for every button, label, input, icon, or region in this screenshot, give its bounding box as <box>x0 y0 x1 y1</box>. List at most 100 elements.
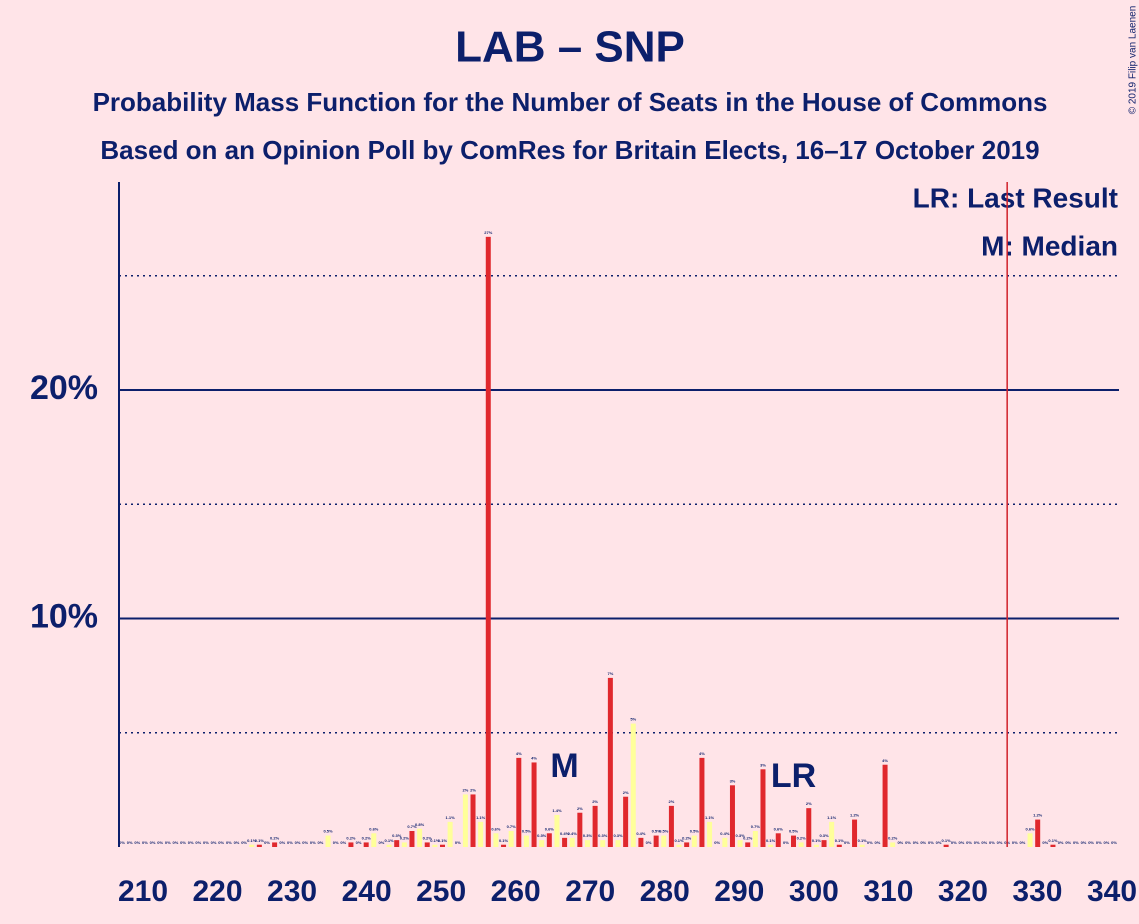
bar <box>447 821 453 847</box>
value-label: 0.1% <box>835 838 845 843</box>
value-label: 0.3% <box>598 833 608 838</box>
bar <box>859 844 865 847</box>
value-label: 0% <box>302 840 308 845</box>
value-label: 0.3% <box>613 833 623 838</box>
bar <box>272 842 278 847</box>
bar <box>401 842 407 847</box>
bar <box>249 844 255 847</box>
value-label: 0% <box>287 840 293 845</box>
bar <box>1035 819 1041 847</box>
bar <box>508 831 514 847</box>
value-label: 0.4% <box>560 831 570 836</box>
bar <box>852 819 858 847</box>
bar <box>470 794 476 847</box>
bar <box>531 762 537 847</box>
value-label: 0.2% <box>888 835 898 840</box>
value-label: 0% <box>951 840 957 845</box>
x-tick-label: 280 <box>640 875 690 908</box>
bar <box>775 833 781 847</box>
bar <box>523 835 529 847</box>
value-label: 0% <box>1012 840 1018 845</box>
value-label: 2% <box>462 788 468 793</box>
bar <box>661 835 667 847</box>
bar <box>569 837 575 847</box>
value-label: 0.6% <box>1025 826 1035 831</box>
bar <box>363 842 369 847</box>
x-tick-label: 250 <box>416 875 466 908</box>
bar <box>546 833 552 847</box>
value-label: 0.5% <box>659 829 669 834</box>
bar <box>798 842 804 847</box>
bar <box>256 844 262 847</box>
value-label: 0% <box>1103 840 1109 845</box>
x-tick-label: 230 <box>267 875 317 908</box>
value-label: 5% <box>630 717 636 722</box>
value-label: 0% <box>264 840 270 845</box>
value-label: 0.2% <box>346 835 356 840</box>
value-label: 0% <box>119 840 125 845</box>
x-tick-label: 260 <box>491 875 541 908</box>
bar <box>768 844 774 847</box>
value-label: 0% <box>134 840 140 845</box>
chart-title: LAB – SNP <box>455 23 685 72</box>
bar <box>684 842 690 847</box>
value-label: 0% <box>318 840 324 845</box>
annotation: M <box>550 747 578 785</box>
value-label: 0% <box>913 840 919 845</box>
value-label: 0% <box>150 840 156 845</box>
value-label: 0% <box>211 840 217 845</box>
value-label: 0% <box>165 840 171 845</box>
bar <box>409 831 415 847</box>
value-label: 1.2% <box>1033 813 1043 818</box>
value-label: 0% <box>356 840 362 845</box>
bar <box>493 833 499 847</box>
value-label: 0.5% <box>522 829 532 834</box>
bar <box>729 785 735 847</box>
value-label: 4% <box>516 751 522 756</box>
value-label: 0.2% <box>270 835 280 840</box>
subtitle: Based on an Opinion Poll by ComRes for B… <box>100 135 1039 165</box>
value-label: 0.1% <box>766 838 776 843</box>
value-label: 0.6% <box>369 826 379 831</box>
value-label: 0% <box>974 840 980 845</box>
value-label: 0% <box>333 840 339 845</box>
value-label: 0.4% <box>568 831 578 836</box>
value-label: 0% <box>844 840 850 845</box>
value-label: 0% <box>1020 840 1026 845</box>
value-label: 0% <box>142 840 148 845</box>
bar <box>432 844 438 847</box>
value-label: 1.1% <box>476 815 486 820</box>
bar <box>417 828 423 847</box>
x-tick-label: 240 <box>342 875 392 908</box>
bar <box>607 677 613 847</box>
bar <box>813 844 819 847</box>
bar <box>676 844 682 847</box>
x-tick-label: 310 <box>863 875 913 908</box>
value-label: 1.1% <box>827 815 837 820</box>
value-label: 0.4% <box>720 831 730 836</box>
value-label: 0% <box>226 840 232 845</box>
value-label: 0.1% <box>942 838 952 843</box>
bar <box>615 840 621 847</box>
value-label: 0% <box>1111 840 1117 845</box>
value-label: 0.3% <box>736 833 746 838</box>
value-label: 1.1% <box>446 815 456 820</box>
value-label: 3% <box>760 762 766 767</box>
value-label: 0% <box>875 840 881 845</box>
value-label: 0.7% <box>507 824 517 829</box>
bar <box>325 835 331 847</box>
value-label: 7% <box>607 671 613 676</box>
value-label: 0% <box>783 840 789 845</box>
value-label: 0% <box>1058 840 1064 845</box>
subtitle: Probability Mass Function for the Number… <box>93 87 1048 117</box>
bar <box>562 837 568 847</box>
value-label: 0.1% <box>430 838 440 843</box>
bar <box>752 831 758 847</box>
bar <box>668 805 674 847</box>
value-label: 0% <box>379 840 385 845</box>
bar <box>882 764 888 847</box>
x-tick-label: 300 <box>789 875 839 908</box>
value-label: 0.5% <box>652 829 662 834</box>
value-label: 0.5% <box>690 829 700 834</box>
